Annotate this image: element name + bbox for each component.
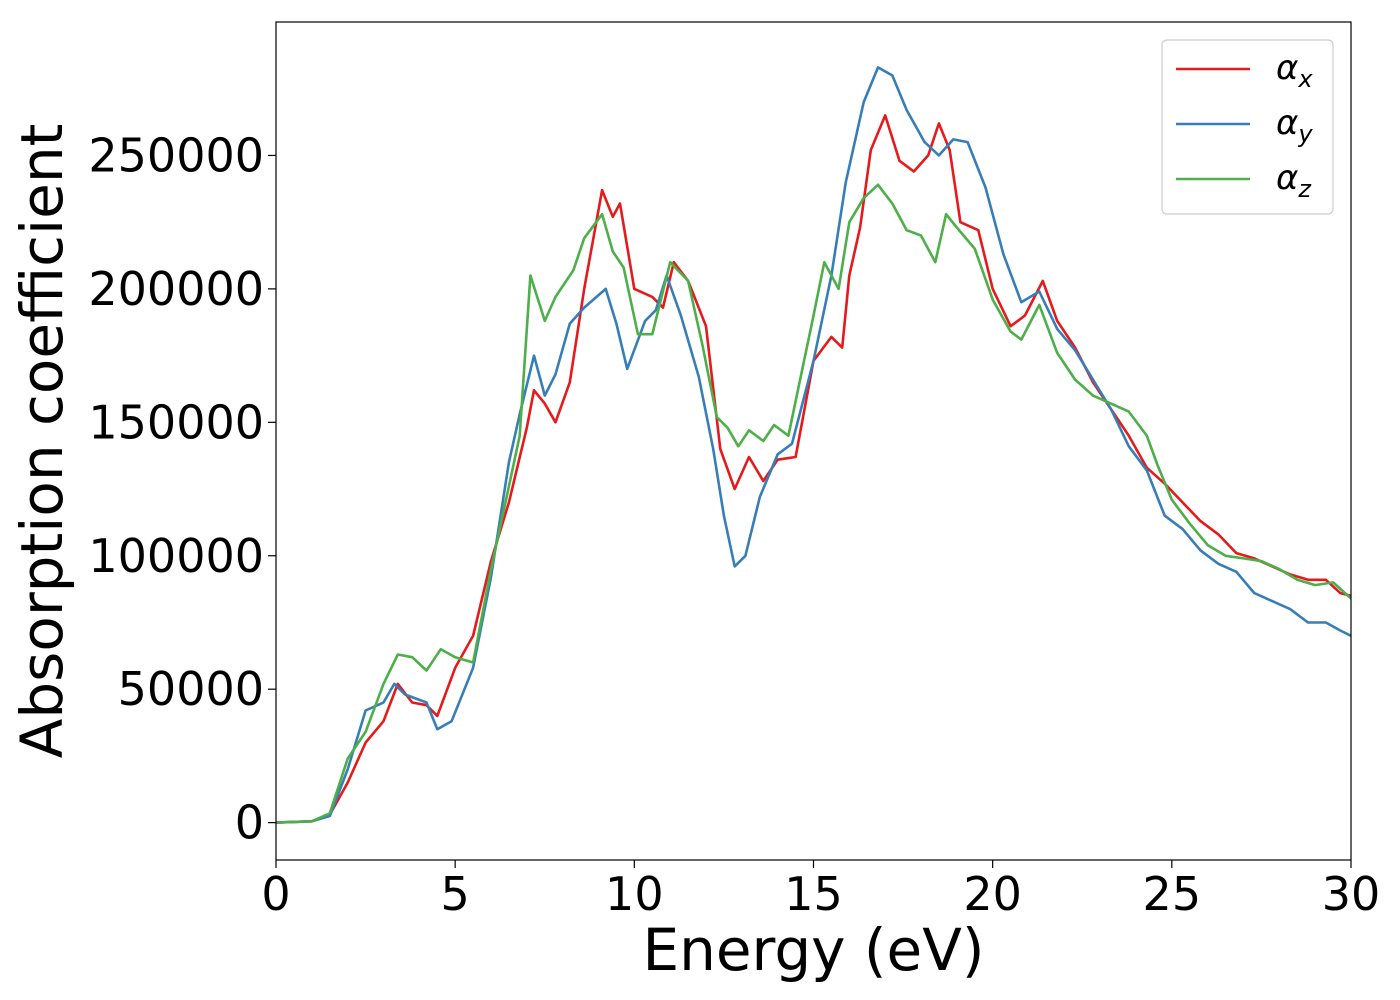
x-tick-label: 25 xyxy=(1143,867,1202,921)
legend-label-y: αy xyxy=(1276,103,1313,148)
y-ticks: 0 50000 100000 150000 200000 250000 xyxy=(88,128,276,850)
x-tick-label: 20 xyxy=(963,867,1022,921)
x-ticks: 0 5 10 15 20 25 30 xyxy=(261,860,1380,921)
legend-subscript: y xyxy=(1297,120,1313,148)
y-tick-label: 150000 xyxy=(88,395,264,449)
y-axis-label: Absorption coefficient xyxy=(8,124,76,759)
y-tick-label: 0 xyxy=(235,796,264,850)
x-tick-label: 10 xyxy=(605,867,664,921)
series-line-z xyxy=(276,183,1351,824)
legend-symbol: α xyxy=(1276,158,1298,198)
y-tick-label: 50000 xyxy=(118,662,264,716)
legend-symbol: α xyxy=(1276,48,1298,88)
x-tick-label: 30 xyxy=(1322,867,1381,921)
x-axis-label: Energy (eV) xyxy=(642,916,984,984)
series-layer xyxy=(276,66,1351,824)
legend-symbol: α xyxy=(1276,103,1298,143)
legend-box xyxy=(1161,39,1334,215)
x-tick-label: 0 xyxy=(261,867,290,921)
legend-subscript: x xyxy=(1297,65,1313,93)
y-tick-label: 200000 xyxy=(88,262,264,316)
legend-label-x: αx xyxy=(1276,48,1313,93)
legend-label-z: αz xyxy=(1276,158,1312,203)
x-tick-label: 15 xyxy=(784,867,843,921)
y-tick-label: 100000 xyxy=(88,529,264,583)
x-tick-label: 5 xyxy=(441,867,470,921)
y-tick-label: 250000 xyxy=(88,128,264,182)
legend-subscript: z xyxy=(1297,175,1312,203)
